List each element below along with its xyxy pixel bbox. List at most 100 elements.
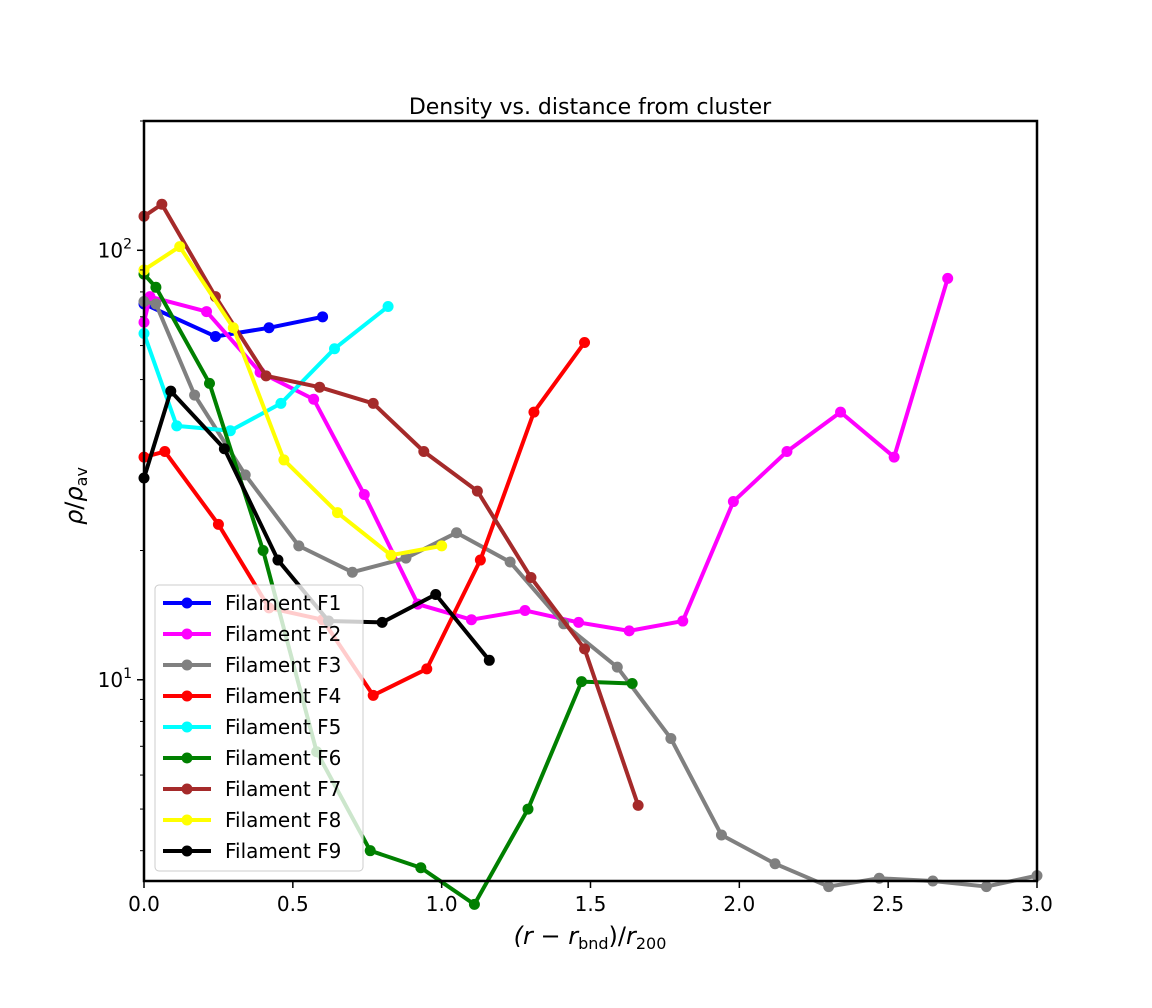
data-point [257, 544, 269, 556]
legend-label: Filament F3 [225, 653, 341, 677]
legend-item: Filament F5 [163, 715, 341, 739]
data-point [218, 443, 230, 455]
y-axis-label: ρ/ρav [60, 467, 91, 525]
legend-label: Filament F8 [225, 808, 341, 832]
chart-title: Density vs. distance from cluster [409, 95, 772, 120]
data-point [451, 527, 463, 539]
legend-swatch-marker [181, 814, 193, 826]
data-point [677, 615, 689, 627]
legend-label: Filament F7 [225, 777, 341, 801]
data-point [314, 381, 326, 393]
legend-swatch-marker [181, 659, 193, 671]
data-point [159, 446, 171, 458]
series-1 [138, 298, 329, 342]
x-tick-label: 0.0 [128, 892, 160, 916]
data-point [465, 614, 477, 626]
data-point [665, 732, 677, 744]
data-point [275, 397, 287, 409]
data-point [189, 389, 201, 401]
legend-swatch-marker [181, 628, 193, 640]
legend-item: Filament F3 [163, 653, 341, 677]
data-point [611, 661, 623, 673]
data-point [418, 446, 430, 458]
x-tick-label: 1.5 [575, 892, 607, 916]
legend-item: Filament F9 [163, 839, 341, 863]
series-layer [138, 198, 1043, 910]
data-point [382, 300, 394, 312]
series-6 [138, 268, 638, 910]
data-point [942, 272, 954, 284]
data-point [150, 298, 162, 310]
legend-item: Filament F2 [163, 622, 341, 646]
data-point [835, 406, 847, 418]
data-point [436, 540, 448, 552]
y-axis-ticks: 101 102 [98, 120, 144, 852]
data-point [239, 469, 251, 481]
legend-swatch-marker [181, 690, 193, 702]
data-point [823, 881, 835, 893]
y-tick-label: 101 [98, 666, 132, 692]
x-axis-ticks: 0.0 0.5 1.0 1.5 2.0 2.5 3.0 [128, 881, 1053, 916]
data-point [769, 858, 781, 870]
data-point [468, 898, 480, 910]
data-point [331, 507, 343, 519]
data-point [367, 689, 379, 701]
data-point [727, 496, 739, 508]
legend-item: Filament F1 [163, 591, 341, 615]
legend-item: Filament F4 [163, 684, 341, 708]
data-point [209, 330, 221, 342]
legend-swatch-marker [181, 845, 193, 857]
data-point [579, 643, 591, 655]
data-point [471, 485, 483, 497]
series-5 [138, 300, 394, 437]
data-point [272, 554, 284, 566]
data-point [980, 881, 992, 893]
data-point [579, 336, 591, 348]
legend-item: Filament F7 [163, 777, 341, 801]
legend: Filament F1 Filament F2 Filament F3 Filamen… [154, 584, 364, 872]
series-line [142, 304, 390, 433]
legend-swatch-marker [181, 721, 193, 733]
legend-label: Filament F6 [225, 746, 341, 770]
data-point [400, 552, 412, 564]
data-point [522, 803, 534, 815]
legend-frame [154, 584, 364, 872]
data-point [165, 385, 177, 397]
series-line [143, 302, 324, 339]
data-point [317, 311, 329, 323]
data-point [227, 322, 239, 334]
data-point [329, 343, 341, 355]
data-point [260, 370, 272, 382]
legend-label: Filament F9 [225, 839, 341, 863]
x-tick-label: 3.0 [1021, 892, 1053, 916]
data-point [430, 588, 442, 600]
y-tick-exponent: 1 [123, 666, 132, 682]
data-point [156, 198, 168, 210]
data-point [528, 406, 540, 418]
data-point [888, 451, 900, 463]
legend-swatch-marker [181, 783, 193, 795]
data-point [623, 625, 635, 637]
data-point [385, 549, 397, 561]
data-point [201, 306, 213, 318]
legend-item: Filament F6 [163, 746, 341, 770]
data-point [483, 654, 495, 666]
legend-swatch-marker [181, 597, 193, 609]
data-point [626, 678, 638, 690]
legend-label: Filament F4 [225, 684, 341, 708]
data-point [367, 397, 379, 409]
legend-label: Filament F2 [225, 622, 341, 646]
data-point [781, 446, 793, 458]
x-tick-label: 0.5 [277, 892, 309, 916]
data-point [293, 540, 305, 552]
data-point [573, 616, 585, 628]
legend-label: Filament F1 [225, 591, 341, 615]
data-point [263, 322, 275, 334]
data-point [632, 799, 644, 811]
y-tick-label: 102 [98, 236, 132, 262]
series-7 [138, 198, 644, 811]
data-point [504, 556, 516, 568]
x-axis-label: (r − rbnd)/r200 [514, 922, 667, 953]
legend-item: Filament F8 [163, 808, 341, 832]
